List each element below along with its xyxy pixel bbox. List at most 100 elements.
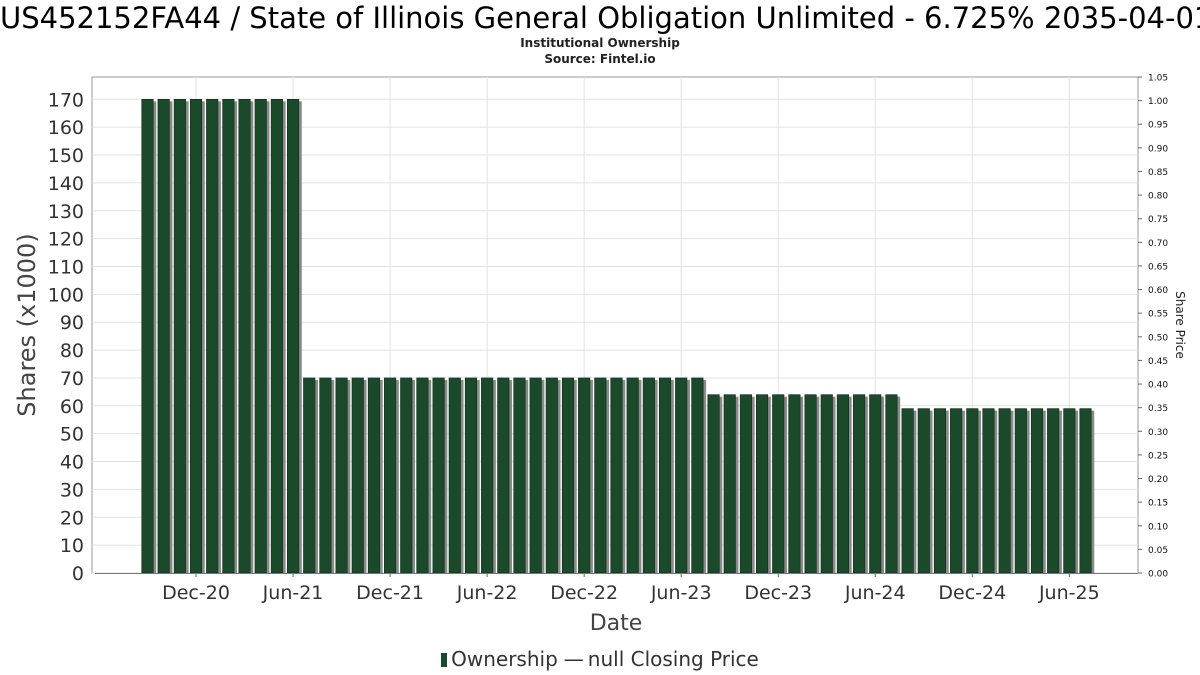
y2-tick-label: 0.65 — [1148, 262, 1168, 272]
y-tick-label: 170 — [48, 89, 84, 111]
ownership-bar — [173, 98, 186, 574]
y-tick-label: 110 — [48, 256, 84, 278]
ownership-bar — [545, 377, 558, 574]
y2-tick-label: 0.75 — [1148, 215, 1168, 225]
y-tick-label: 40 — [60, 452, 84, 474]
chart-title: US452152FA44 / State of Illinois General… — [0, 1, 1200, 35]
ownership-bar — [917, 408, 930, 574]
ownership-bar — [335, 377, 348, 574]
x-tick-label: Jun-24 — [844, 582, 906, 604]
y2-tick-label: 0.10 — [1148, 522, 1168, 532]
y2-tick-label: 0.25 — [1148, 451, 1168, 461]
x-tick-label: Dec-24 — [938, 582, 1006, 604]
ownership-bar — [319, 377, 332, 574]
ownership-bar — [966, 408, 979, 574]
ownership-bar — [529, 377, 542, 574]
ownership-swatch-icon — [441, 653, 448, 667]
ownership-bar — [1079, 408, 1092, 574]
ownership-bar — [189, 98, 203, 574]
ownership-bar — [254, 98, 267, 574]
y2-tick-label: 0.00 — [1148, 570, 1168, 580]
ownership-bar — [950, 408, 963, 574]
ownership-bar — [772, 394, 785, 574]
y2-tick-label: 0.80 — [1148, 192, 1168, 202]
y2-tick-label: 0.50 — [1148, 333, 1168, 343]
ownership-bar — [157, 98, 170, 574]
y-tick-label: 120 — [48, 229, 84, 251]
y-tick-label: 160 — [48, 117, 84, 139]
y-tick-label: 130 — [48, 201, 84, 223]
ownership-bar — [270, 98, 283, 574]
ownership-bar — [1014, 408, 1027, 574]
legend-ownership: Ownership — [451, 647, 558, 671]
x-tick-label: Jun-25 — [1038, 582, 1100, 604]
ownership-bar — [610, 377, 623, 574]
ownership-bar — [739, 394, 752, 574]
y-tick-label: 50 — [60, 424, 84, 446]
ownership-bar — [238, 98, 251, 574]
ownership-bar — [788, 394, 801, 574]
ownership-bar — [982, 408, 995, 574]
ownership-bar — [303, 377, 316, 574]
legend-closing-price: null Closing Price — [587, 647, 759, 671]
ownership-bar — [804, 394, 817, 574]
y2-tick-label: 0.30 — [1148, 428, 1168, 438]
ownership-bar — [691, 377, 704, 574]
y2-tick-label: 0.70 — [1148, 239, 1168, 249]
y-tick-label: 30 — [60, 479, 84, 501]
chart-legend: Ownership — null Closing Price — [0, 647, 1200, 671]
ownership-bar — [481, 377, 494, 574]
ownership-bar — [287, 98, 300, 574]
y-tick-label: 0 — [72, 563, 84, 585]
y2-tick-label: 1.00 — [1148, 97, 1168, 107]
y2-tick-label: 0.45 — [1148, 357, 1168, 367]
x-tick-label: Dec-22 — [550, 582, 618, 604]
x-tick-label: Jun-22 — [456, 582, 518, 604]
ownership-bar — [448, 377, 461, 574]
ownership-bar — [836, 394, 849, 574]
ownership-bar — [885, 394, 898, 574]
y2-tick-label: 0.85 — [1148, 168, 1168, 178]
ownership-bar — [998, 408, 1011, 574]
y-axis-left: 0 10 20 30 40 50 60 70 80 90 100 110 120 130 140 150 160… — [48, 89, 84, 585]
y2-tick-label: 0.15 — [1148, 499, 1168, 509]
y2-tick-label: 0.95 — [1148, 121, 1168, 131]
y2-tick-label: 0.90 — [1148, 144, 1168, 154]
ownership-bar — [497, 377, 510, 574]
y-tick-label: 80 — [60, 340, 84, 362]
x-axis: Dec-20 Jun-21 Dec-21 Jun-22 Dec-22 Jun-23 Dec-… — [95, 573, 1138, 604]
ownership-bar — [416, 377, 429, 574]
y-tick-label: 10 — [60, 535, 84, 557]
y-tick-label: 90 — [60, 312, 84, 334]
ownership-bar — [723, 394, 736, 574]
y-tick-label: 60 — [60, 396, 84, 418]
x-tick-label: Dec-20 — [162, 582, 230, 604]
ownership-bar — [432, 377, 445, 574]
y-tick-label: 150 — [48, 145, 84, 167]
ownership-bar — [820, 394, 833, 574]
ownership-bar — [561, 377, 575, 574]
ownership-bar — [367, 377, 380, 574]
y2-tick-label: 0.55 — [1148, 310, 1168, 320]
ownership-bar — [901, 408, 914, 574]
y-axis-label: Shares (x1000) — [13, 233, 41, 416]
x-tick-label: Dec-23 — [744, 582, 812, 604]
bar-series-ownership — [141, 98, 1095, 574]
y2-tick-label: 0.60 — [1148, 286, 1168, 296]
chart-subtitle-ownership: Institutional Ownership — [520, 36, 680, 50]
ownership-bar — [464, 377, 477, 574]
ownership-bar — [351, 377, 364, 574]
x-axis-label: Date — [590, 611, 643, 636]
ownership-bar — [594, 377, 607, 574]
ownership-bar — [626, 377, 639, 574]
ownership-bar — [1030, 408, 1044, 574]
ownership-bar — [642, 377, 655, 574]
ownership-bar — [513, 377, 526, 574]
line-dash-icon: — — [563, 647, 584, 671]
y2-tick-label: 0.35 — [1148, 404, 1168, 414]
x-tick-label: Jun-21 — [262, 582, 324, 604]
ownership-bar — [1047, 408, 1060, 574]
ownership-bar — [675, 377, 688, 574]
ownership-bar — [1063, 408, 1076, 574]
ownership-bar — [384, 377, 397, 574]
